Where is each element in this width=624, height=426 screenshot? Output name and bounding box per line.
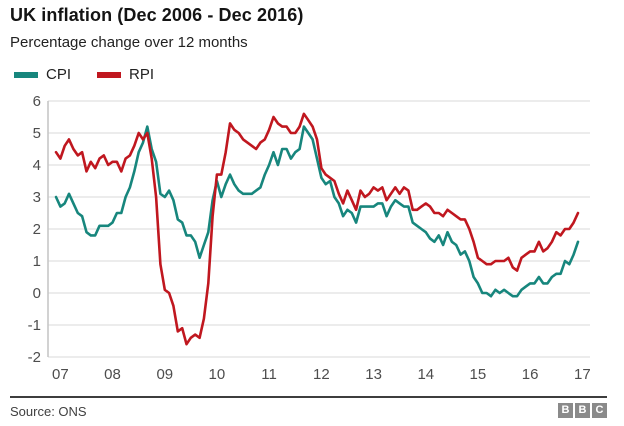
legend-item-rpi: RPI	[97, 66, 154, 83]
page-title: UK inflation (Dec 2006 - Dec 2016)	[10, 5, 304, 25]
source-attribution: Source: ONS	[10, 404, 87, 419]
x-tick-label: 08	[104, 366, 121, 383]
y-tick-label: 2	[33, 221, 41, 238]
rpi-line-swatch	[97, 71, 122, 78]
x-tick-label: 09	[156, 366, 173, 383]
x-tick-label: 17	[574, 366, 591, 383]
y-tick-label: 4	[33, 157, 41, 174]
bbc-logo-block-b2: B	[575, 403, 590, 418]
x-tick-label: 13	[365, 366, 382, 383]
chart-subtitle: Percentage change over 12 months	[10, 34, 248, 51]
x-tick-label: 07	[52, 366, 69, 383]
bbc-logo-block-b1: B	[558, 403, 573, 418]
series-cpi-line	[54, 125, 580, 298]
x-tick-label: 15	[470, 366, 487, 383]
x-tick-label: 11	[261, 366, 277, 383]
x-tick-label: 10	[209, 366, 226, 383]
y-tick-label: 6	[33, 93, 41, 110]
chart-legend: CPI RPI	[14, 66, 154, 83]
cpi-line-swatch	[14, 71, 38, 78]
y-tick-label: 3	[33, 189, 41, 206]
y-tick-label: -1	[28, 317, 41, 334]
bbc-logo: B B C	[558, 403, 607, 418]
legend-item-cpi: CPI	[14, 66, 71, 83]
y-tick-label: 1	[33, 253, 41, 270]
legend-label-cpi: CPI	[46, 66, 72, 83]
x-tick-label: 16	[522, 366, 539, 383]
footer-divider	[10, 396, 607, 398]
y-tick-label: -2	[28, 349, 41, 366]
y-tick-label: 5	[33, 125, 41, 142]
y-tick-label: 0	[33, 285, 41, 302]
bbc-logo-block-c: C	[592, 403, 607, 418]
series-rpi-line	[54, 112, 580, 346]
x-tick-label: 14	[417, 366, 434, 383]
legend-label-rpi: RPI	[129, 66, 155, 83]
x-tick-label: 12	[313, 366, 330, 383]
